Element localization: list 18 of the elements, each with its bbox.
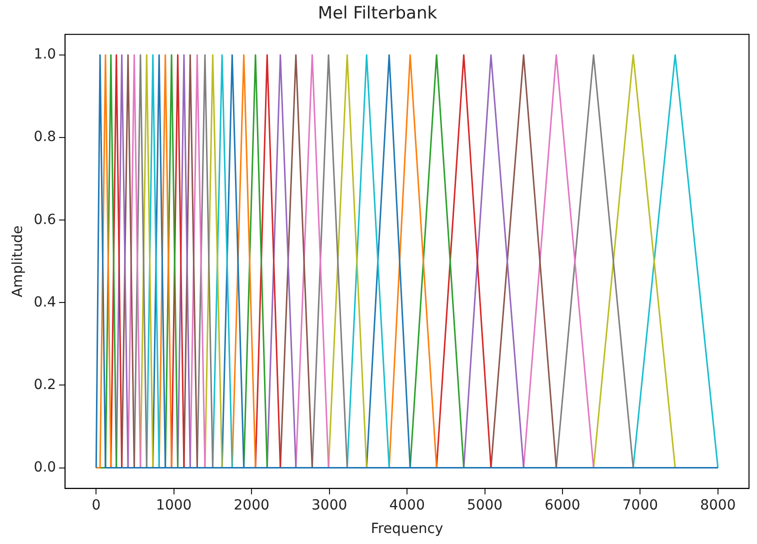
y-tick-label: 0.8 xyxy=(34,129,56,146)
x-tick-label: 4000 xyxy=(389,497,425,514)
y-tick-label: 0.6 xyxy=(34,212,56,228)
x-tick-label: 1000 xyxy=(156,497,192,514)
x-tick-label: 2000 xyxy=(234,497,270,514)
y-tick-label: 0.4 xyxy=(34,294,56,310)
x-tick-label: 5000 xyxy=(466,497,503,514)
x-tick-label: 3000 xyxy=(311,497,348,514)
y-tick-label: 0.2 xyxy=(34,376,56,393)
x-axis-title: Frequency xyxy=(370,521,444,538)
x-tick-label: 8000 xyxy=(700,497,736,514)
y-axis-title: Amplitude xyxy=(10,226,26,298)
x-tick-label: 6000 xyxy=(544,497,580,514)
chart-title: Mel Filterbank xyxy=(318,4,438,24)
x-tick-label: 0 xyxy=(92,497,101,514)
x-tick-label: 7000 xyxy=(622,497,658,514)
y-tick-label: 0.0 xyxy=(34,459,56,476)
y-tick-label: 1.0 xyxy=(34,46,56,63)
